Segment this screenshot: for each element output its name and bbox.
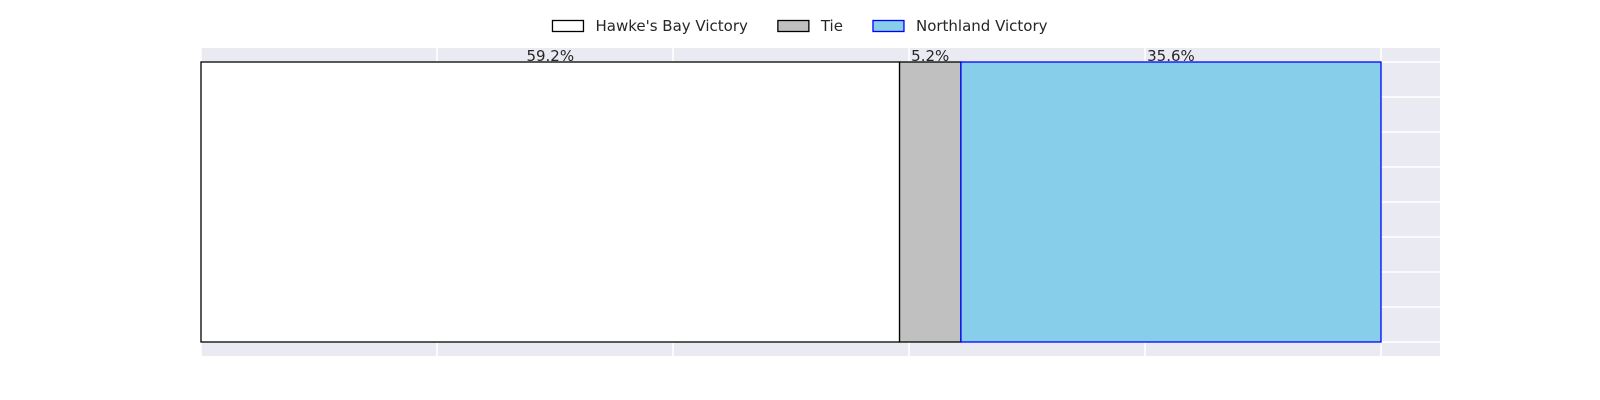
bar-segment-2 <box>960 61 1382 343</box>
data-labels: 59.2% 5.2% 35.6% <box>526 47 1194 65</box>
bar-segment-0 <box>200 61 901 343</box>
bar-segment-1 <box>898 61 962 343</box>
legend-swatch-0 <box>551 19 585 33</box>
legend-label-2: Northland Victory <box>916 17 1048 35</box>
legend-label-0: Hawke's Bay Victory <box>595 17 748 35</box>
bar-value-label-0: 59.2% <box>526 47 574 65</box>
bar-value-label-1: 5.2% <box>911 47 949 65</box>
legend-swatch-1 <box>777 19 810 33</box>
bar-value-label-2: 35.6% <box>1147 47 1195 65</box>
legend-label-1: Tie <box>820 17 843 35</box>
bar-segments <box>200 61 1382 343</box>
legend: Hawke's Bay Victory Tie Northland Victory <box>551 17 1048 35</box>
legend-swatch-2 <box>872 19 905 33</box>
